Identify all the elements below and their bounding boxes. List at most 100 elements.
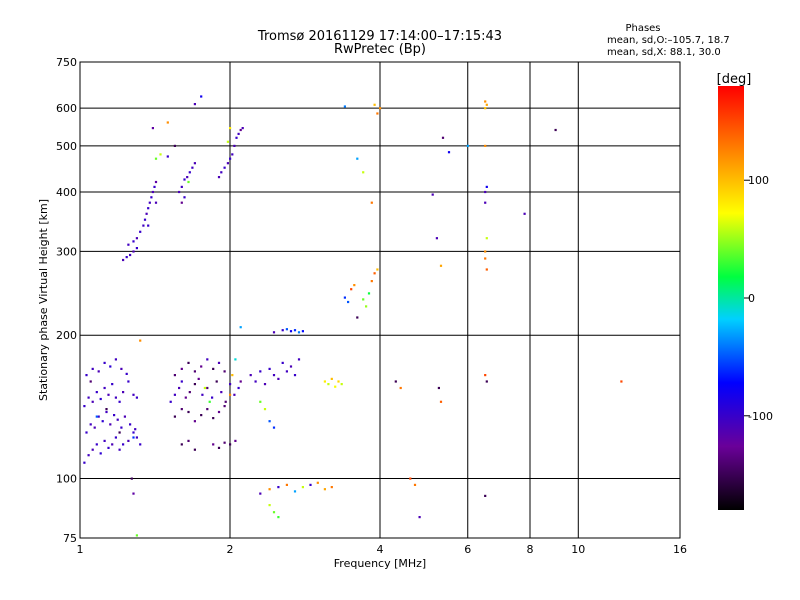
data-point: [193, 103, 196, 106]
data-point: [120, 426, 123, 429]
data-point: [135, 247, 138, 250]
data-point: [187, 410, 190, 414]
data-point: [200, 95, 203, 98]
data-point: [99, 397, 102, 401]
data-point: [418, 516, 421, 519]
data-point: [97, 415, 100, 418]
data-point: [212, 443, 215, 446]
data-point: [193, 448, 196, 451]
data-point: [447, 151, 451, 154]
y-tick-label: 200: [56, 329, 77, 342]
data-point: [111, 443, 114, 446]
data-point: [212, 367, 215, 370]
phases-title: Phases: [625, 23, 660, 34]
data-point: [101, 420, 104, 423]
data-point: [127, 439, 130, 442]
data-point: [289, 330, 293, 333]
data-point: [87, 454, 90, 457]
data-point: [139, 339, 142, 342]
data-point: [212, 417, 215, 420]
data-point: [367, 292, 371, 295]
data-point: [142, 224, 145, 227]
chart-subtitle: RwPretec (Bp): [334, 42, 426, 57]
y-tick-label: 300: [56, 245, 77, 258]
data-point: [356, 316, 359, 319]
data-point: [89, 423, 92, 426]
data-point: [239, 380, 242, 383]
x-tick-label: 8: [527, 543, 534, 556]
y-tick-label: 75: [63, 532, 77, 545]
data-point: [125, 372, 128, 375]
data-point: [153, 185, 156, 188]
data-point: [173, 393, 176, 396]
data-point: [376, 268, 379, 271]
data-point: [272, 374, 276, 377]
data-point: [89, 380, 92, 383]
data-point: [151, 190, 154, 194]
data-point: [173, 144, 176, 147]
x-axis-ticks: 1 2 4 6 8 10 16: [77, 543, 688, 556]
data-point: [334, 385, 337, 388]
data-point: [399, 386, 402, 390]
data-point: [233, 144, 236, 147]
data-point: [109, 423, 112, 426]
data-point: [362, 298, 365, 301]
data-point: [301, 486, 304, 489]
data-point: [297, 331, 301, 334]
data-point: [154, 157, 158, 160]
data-point: [231, 153, 234, 156]
data-point: [409, 477, 412, 480]
data-point: [125, 256, 128, 259]
data-point: [166, 121, 169, 124]
data-point: [169, 400, 172, 403]
data-point: [263, 383, 267, 386]
y-tick-label: 400: [56, 186, 77, 199]
data-point: [241, 127, 244, 130]
data-point: [259, 492, 262, 495]
data-point: [95, 391, 98, 394]
data-point: [134, 428, 137, 431]
data-point: [178, 386, 181, 390]
data-point: [293, 329, 297, 332]
data-point: [208, 400, 211, 403]
data-point: [129, 423, 132, 426]
data-point: [343, 296, 346, 299]
data-point: [343, 105, 346, 108]
data-point: [223, 405, 226, 408]
data-point: [183, 196, 186, 199]
data-point: [114, 436, 117, 439]
data-point: [132, 431, 135, 434]
data-point: [484, 107, 487, 110]
data-point: [435, 237, 438, 240]
data-point: [350, 288, 353, 291]
data-point: [441, 136, 445, 139]
data-point: [370, 201, 373, 204]
data-point: [285, 328, 288, 331]
data-point: [235, 136, 238, 139]
data-point: [437, 386, 440, 390]
y-tick-label: 500: [56, 140, 77, 153]
data-point: [301, 330, 304, 333]
data-point: [376, 112, 379, 115]
data-point: [484, 494, 487, 497]
data-point: [217, 361, 221, 364]
data-point: [373, 272, 376, 275]
data-point: [466, 144, 469, 147]
data-point: [394, 380, 397, 383]
data-point: [91, 400, 94, 403]
data-point: [111, 383, 114, 386]
x-tick-label: 6: [464, 543, 471, 556]
colorbar-label: [deg]: [717, 72, 752, 87]
data-point: [85, 431, 88, 434]
data-point: [120, 367, 123, 370]
data-point: [316, 481, 319, 484]
data-point: [206, 358, 209, 361]
data-point: [103, 386, 106, 390]
data-point: [365, 305, 368, 308]
x-axis-label: Frequency [MHz]: [334, 557, 426, 570]
data-point: [193, 383, 196, 386]
data-point: [129, 253, 132, 257]
data-point: [206, 408, 209, 411]
data-point: [229, 383, 232, 386]
